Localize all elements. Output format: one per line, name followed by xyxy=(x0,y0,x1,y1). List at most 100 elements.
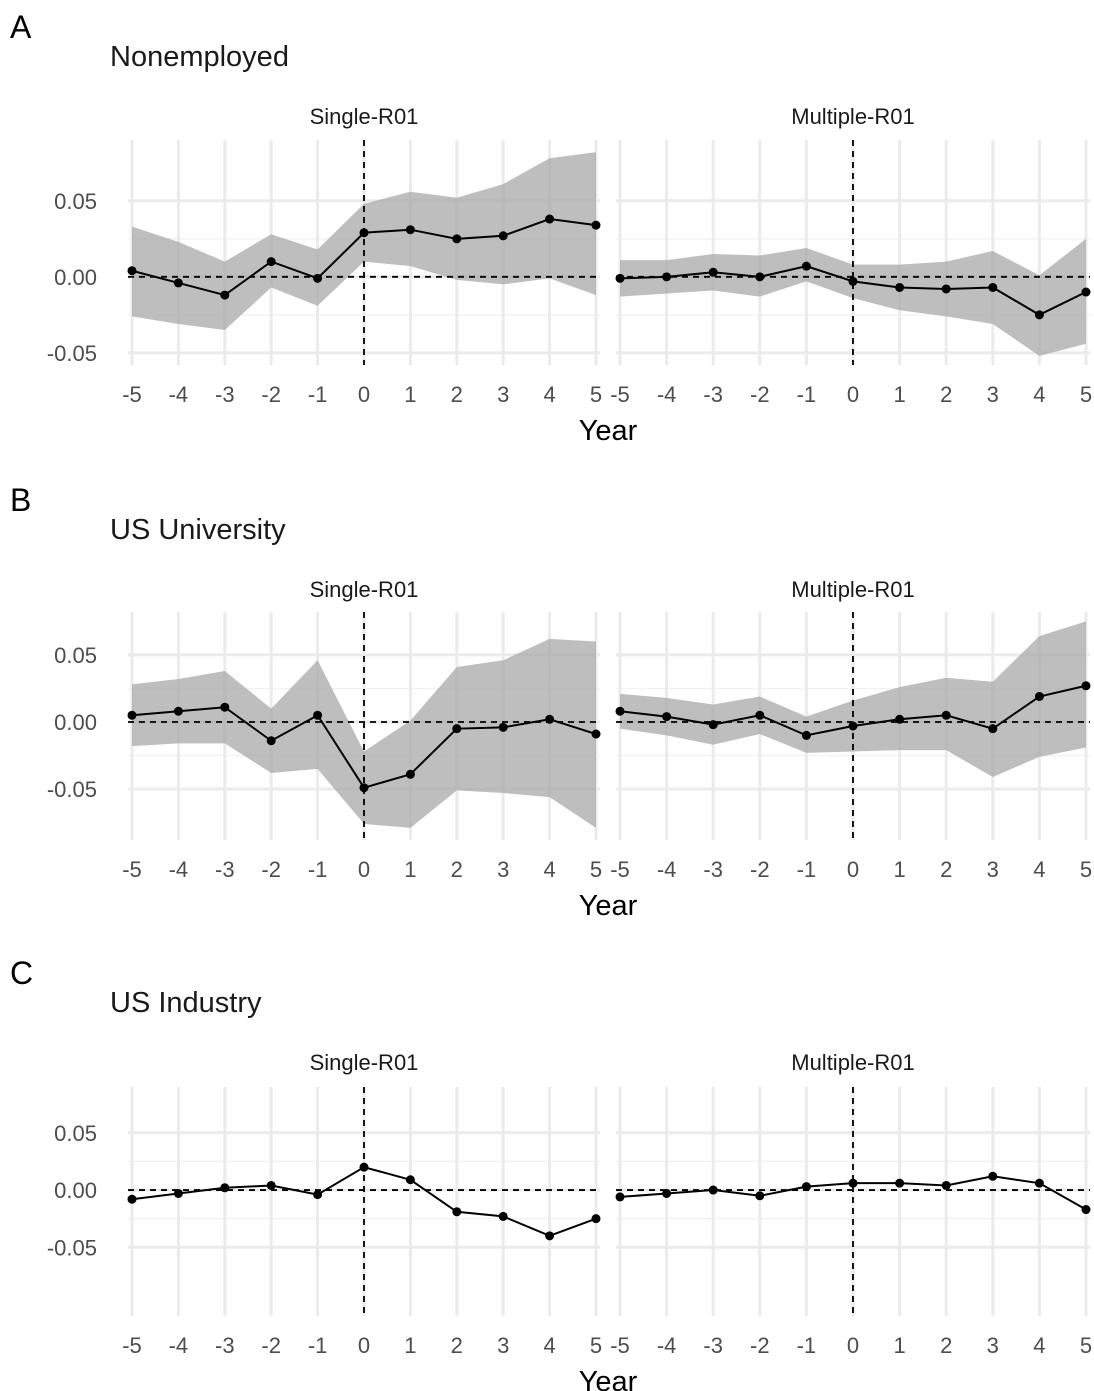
facet-multiple-r01: Multiple-R01 -5 -4 -3 -2 -1 0 1 2 3 4 5 xyxy=(610,1050,1092,1358)
x-tick-label: -4 xyxy=(169,857,189,882)
x-tick-label: -5 xyxy=(610,382,630,407)
x-tick-label: -5 xyxy=(610,1333,630,1358)
x-tick-label: 5 xyxy=(1080,382,1092,407)
x-tick-label: -3 xyxy=(215,382,235,407)
data-point xyxy=(359,1162,369,1172)
x-tick-label: 5 xyxy=(590,857,602,882)
data-point xyxy=(313,1190,323,1200)
panel-letter: A xyxy=(10,9,32,45)
y-tick-label: 0.05 xyxy=(54,189,97,214)
data-point xyxy=(848,721,858,731)
facet-multiple-r01: Multiple-R01 -5 -4 -3 -2 -1 0 1 2 3 4 5 xyxy=(610,577,1092,882)
data-point xyxy=(220,702,230,712)
data-point xyxy=(988,282,998,292)
data-point xyxy=(708,720,718,730)
x-tick-label: 5 xyxy=(1080,1333,1092,1358)
x-tick-label: 4 xyxy=(543,382,555,407)
x-tick-label: 3 xyxy=(497,857,509,882)
x-tick-label: -2 xyxy=(750,382,770,407)
x-tick-label: 1 xyxy=(893,1333,905,1358)
x-tick-label: 2 xyxy=(451,1333,463,1358)
data-point xyxy=(755,1191,765,1201)
facet-single-r01: Single-R01 -5 -4 -3 -2 -1 0 1 2 3 4 5 xyxy=(122,104,602,407)
x-tick-label: 1 xyxy=(404,857,416,882)
data-point xyxy=(359,783,369,793)
x-tick-label: -2 xyxy=(261,382,281,407)
data-point xyxy=(545,1231,555,1241)
data-point xyxy=(801,730,811,740)
x-tick-label: 2 xyxy=(940,382,952,407)
data-point xyxy=(941,710,951,720)
data-point xyxy=(173,1188,183,1198)
data-point xyxy=(405,1175,415,1185)
x-tick-label: -5 xyxy=(122,1333,142,1358)
data-point xyxy=(591,220,601,230)
x-tick-label: 0 xyxy=(847,857,859,882)
data-point xyxy=(1034,691,1044,701)
x-tick-label: 0 xyxy=(358,1333,370,1358)
x-tick-label: -5 xyxy=(610,857,630,882)
x-tick-label: 2 xyxy=(940,857,952,882)
x-tick-label: -4 xyxy=(657,857,677,882)
data-point xyxy=(1081,681,1091,691)
data-point xyxy=(266,257,276,267)
data-point xyxy=(1081,1205,1091,1215)
x-tick-label: 2 xyxy=(451,857,463,882)
data-point xyxy=(127,710,137,720)
data-point xyxy=(1081,287,1091,297)
x-tick-label: 0 xyxy=(847,1333,859,1358)
data-point xyxy=(662,1188,672,1198)
x-tick-label: 4 xyxy=(1033,857,1045,882)
data-point xyxy=(662,272,672,282)
data-point xyxy=(591,729,601,739)
data-point xyxy=(266,1180,276,1190)
data-point xyxy=(127,1194,137,1204)
x-tick-label: -5 xyxy=(122,382,142,407)
x-tick-label: 1 xyxy=(893,857,905,882)
data-point xyxy=(895,1178,905,1188)
x-tick-label: -4 xyxy=(169,382,189,407)
data-point xyxy=(615,273,625,283)
panel-letter: B xyxy=(10,482,31,518)
facet-strip-label: Single-R01 xyxy=(310,1050,419,1075)
data-point xyxy=(173,278,183,288)
y-tick-label: 0.05 xyxy=(54,1121,97,1146)
x-tick-label: -2 xyxy=(750,857,770,882)
y-tick-label: -0.05 xyxy=(47,1235,97,1260)
data-point xyxy=(848,276,858,286)
data-point xyxy=(173,706,183,716)
x-axis-title: Year xyxy=(579,1366,638,1391)
x-tick-label: -1 xyxy=(308,382,328,407)
x-tick-label: 1 xyxy=(404,382,416,407)
facet-single-r01: Single-R01 -5 -4 -3 -2 -1 0 1 2 3 4 5 xyxy=(122,577,602,882)
data-point xyxy=(662,712,672,722)
data-point xyxy=(405,769,415,779)
facet-strip-label: Multiple-R01 xyxy=(791,1050,915,1075)
x-tick-label: 5 xyxy=(590,1333,602,1358)
data-point xyxy=(988,1171,998,1181)
confidence-band xyxy=(132,638,596,828)
data-point xyxy=(1034,310,1044,320)
x-tick-label: -1 xyxy=(797,1333,817,1358)
x-tick-label: 0 xyxy=(847,382,859,407)
facet-multiple-r01: Multiple-R01 -5 -4 -3 -2 -1 0 1 2 3 4 5 xyxy=(610,104,1092,407)
x-tick-label: 3 xyxy=(987,382,999,407)
x-tick-label: -2 xyxy=(750,1333,770,1358)
data-point xyxy=(405,225,415,235)
data-point xyxy=(708,1185,718,1195)
x-tick-label: -1 xyxy=(308,1333,328,1358)
facet-strip-label: Multiple-R01 xyxy=(791,577,915,602)
data-point xyxy=(895,714,905,724)
x-tick-label: -3 xyxy=(215,857,235,882)
x-tick-label: 3 xyxy=(497,1333,509,1358)
data-point xyxy=(941,1180,951,1190)
x-axis-title: Year xyxy=(579,890,638,922)
data-point xyxy=(941,284,951,294)
x-tick-label: 3 xyxy=(987,1333,999,1358)
x-tick-label: 0 xyxy=(358,857,370,882)
x-axis-title: Year xyxy=(579,415,638,447)
data-point xyxy=(591,1214,601,1224)
data-point xyxy=(452,234,462,244)
